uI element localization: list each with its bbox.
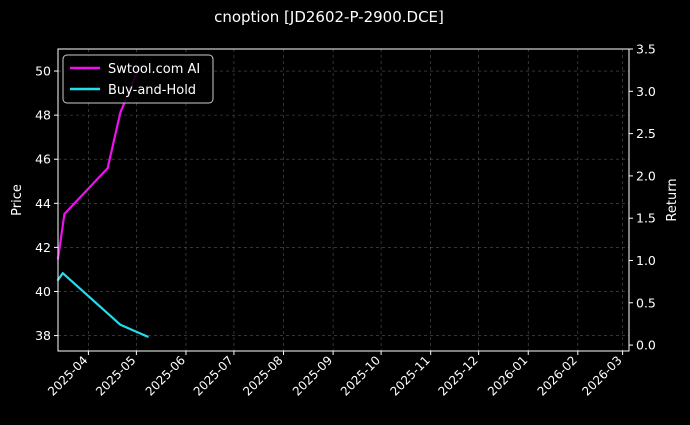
y-tick-label-right: 0.5 [636, 295, 656, 310]
y-tick-label-left: 50 [35, 64, 51, 79]
y-tick-label-left: 48 [35, 108, 51, 123]
legend-label-ai: Swtool.com AI [108, 62, 200, 77]
y-tick-label-left: 40 [35, 284, 51, 299]
chart-title: cnoption [JD2602-P-2900.DCE] [214, 8, 444, 26]
y-axis-right: 0.0 0.5 1.0 1.5 2.0 2.5 3.0 3.5 [629, 42, 656, 353]
y-tick-label-right: 2.0 [636, 168, 656, 183]
y-tick-label-left: 44 [35, 196, 51, 211]
y-axis-label-right: Return [665, 178, 680, 221]
y-axis-label-left: Price [10, 184, 25, 216]
y-tick-label-right: 0.0 [636, 338, 656, 353]
legend-label-hold: Buy-and-Hold [108, 83, 196, 98]
y-tick-label-right: 2.5 [636, 126, 656, 141]
y-tick-label-left: 42 [35, 240, 51, 255]
series-line-hold [56, 272, 149, 338]
plot-frame [57, 48, 630, 352]
legend: Swtool.com AI Buy-and-Hold [62, 54, 214, 104]
legend-box [62, 54, 214, 104]
y-tick-label-right: 1.5 [636, 211, 656, 226]
y-tick-label-left: 46 [35, 152, 51, 167]
y-axis-left: 38 40 42 44 46 48 50 [35, 64, 58, 343]
y-tick-label-left: 38 [35, 328, 51, 343]
y-tick-label-right: 1.0 [636, 253, 656, 268]
y-tick-label-right: 3.0 [636, 84, 656, 99]
y-tick-label-right: 3.5 [636, 42, 656, 57]
